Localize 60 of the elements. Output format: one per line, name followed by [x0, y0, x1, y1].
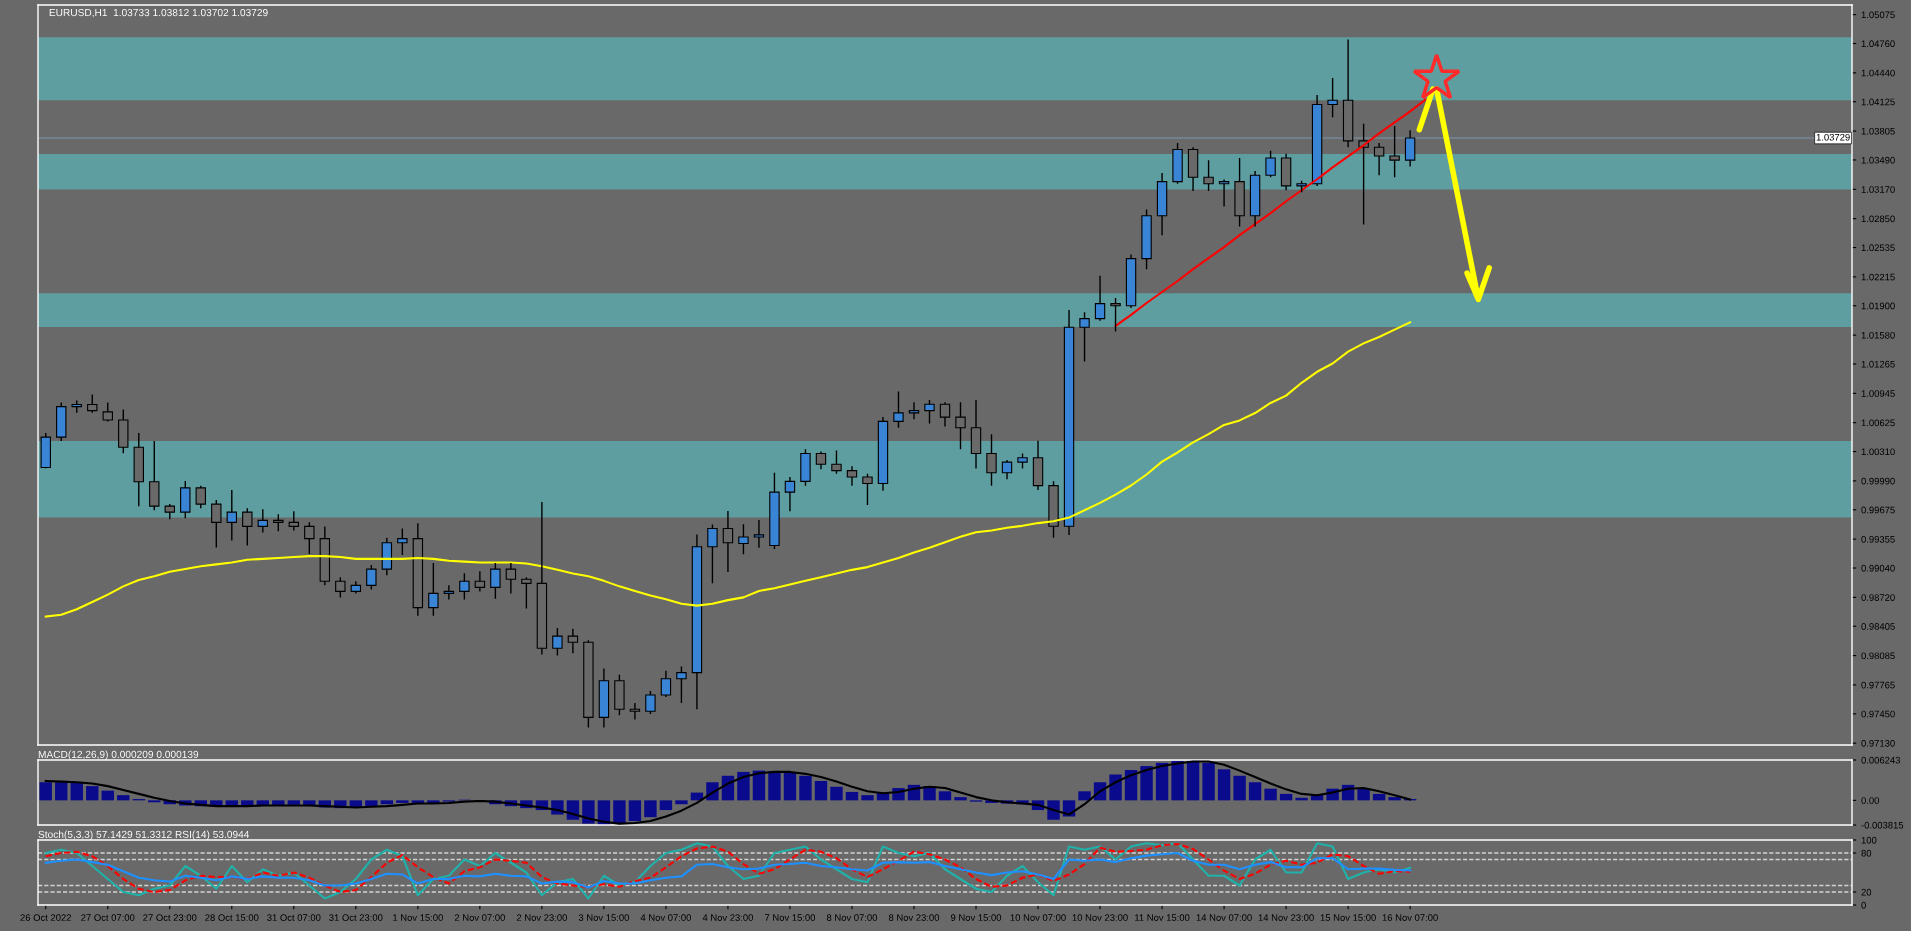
x-tick-label: 3 Nov 15:00: [578, 914, 629, 921]
x-tick-label: 27 Oct 23:00: [143, 914, 197, 921]
x-tick-label: 4 Nov 23:00: [702, 914, 754, 921]
x-tick-label: 31 Oct 07:00: [267, 914, 321, 921]
y-tick-label: 1.02535: [1861, 244, 1895, 252]
y-tick-label: 1.01265: [1861, 360, 1895, 368]
y-tick-label: 0.98085: [1861, 652, 1895, 660]
y-tick-label: 1.02215: [1861, 273, 1895, 281]
y-tick-label: 0.006243: [1861, 756, 1900, 764]
y-tick-label: 0.97450: [1861, 710, 1895, 718]
y-tick-label: 0.97765: [1861, 681, 1895, 689]
x-tick-label: 2 Nov 23:00: [516, 914, 567, 921]
x-tick-label: 14 Nov 23:00: [1258, 914, 1314, 921]
y-tick-label: 0.99355: [1861, 535, 1895, 543]
x-tick-label: 26 Oct 2022: [20, 914, 72, 921]
y-tick-label: 0.99675: [1861, 506, 1895, 514]
y-tick-label: 80: [1861, 849, 1872, 857]
x-tick-label: 9 Nov 15:00: [950, 914, 1002, 921]
x-tick-label: 2 Nov 07:00: [454, 914, 505, 921]
y-tick-label: 1.01580: [1861, 331, 1895, 339]
y-tick-label: 0.99990: [1861, 477, 1895, 485]
x-tick-label: 31 Oct 23:00: [329, 914, 383, 921]
y-tick-label: 0.99040: [1861, 564, 1895, 572]
y-tick-label: 0.98405: [1861, 623, 1895, 630]
y-tick-label: 100: [1861, 836, 1877, 844]
y-tick-label: 1.04760: [1861, 40, 1895, 48]
y-tick-label: 0.97130: [1861, 739, 1895, 747]
y-tick-label: 20: [1861, 888, 1872, 896]
y-tick-label: 1.03170: [1861, 186, 1895, 193]
y-tick-label: 1.02850: [1861, 215, 1895, 223]
x-tick-label: 16 Nov 07:00: [1382, 914, 1438, 921]
x-tick-label: 10 Nov 07:00: [1010, 914, 1066, 921]
chart-title: Stoch(5,3,3) 57.1429 51.3312 RSI(14) 53.0944: [38, 830, 250, 840]
chart-title: MACD(12,26,9) 0.000209 0.000139: [38, 750, 199, 760]
y-tick-label: 0.00: [1861, 797, 1880, 804]
y-tick-label: 1.04125: [1861, 98, 1895, 106]
x-tick-label: 10 Nov 23:00: [1072, 914, 1128, 921]
chart-title: EURUSD,H1 1.03733 1.03812 1.03702 1.03729: [49, 8, 268, 18]
y-tick-label: 1.00625: [1861, 419, 1895, 427]
y-tick-label: 1.03490: [1861, 156, 1895, 164]
x-tick-label: 14 Nov 07:00: [1196, 914, 1252, 921]
x-tick-label: 7 Nov 15:00: [764, 914, 816, 921]
ref-line-label: 1.03729: [1816, 133, 1850, 141]
y-tick-label: 1.01900: [1861, 302, 1895, 310]
x-tick-label: 4 Nov 07:00: [640, 914, 692, 921]
x-tick-label: 11 Nov 15:00: [1135, 914, 1190, 921]
y-tick-label: 1.04440: [1861, 69, 1895, 77]
y-tick-label: 1.00310: [1861, 448, 1895, 456]
y-tick-label: 1.05075: [1861, 11, 1895, 19]
x-tick-label: 8 Nov 23:00: [888, 914, 940, 921]
x-tick-label: 15 Nov 15:00: [1320, 914, 1376, 921]
y-tick-label: -0.003815: [1861, 821, 1904, 829]
x-tick-label: 1 Nov 15:00: [393, 914, 443, 921]
x-tick-label: 8 Nov 07:00: [826, 914, 878, 921]
x-tick-label: 28 Oct 15:00: [205, 914, 259, 921]
y-tick-label: 0: [1861, 901, 1866, 909]
y-tick-label: 0.98720: [1861, 594, 1895, 601]
y-tick-label: 1.03805: [1861, 127, 1895, 135]
x-tick-label: 27 Oct 07:00: [81, 914, 135, 921]
y-tick-label: 1.00945: [1861, 390, 1895, 397]
